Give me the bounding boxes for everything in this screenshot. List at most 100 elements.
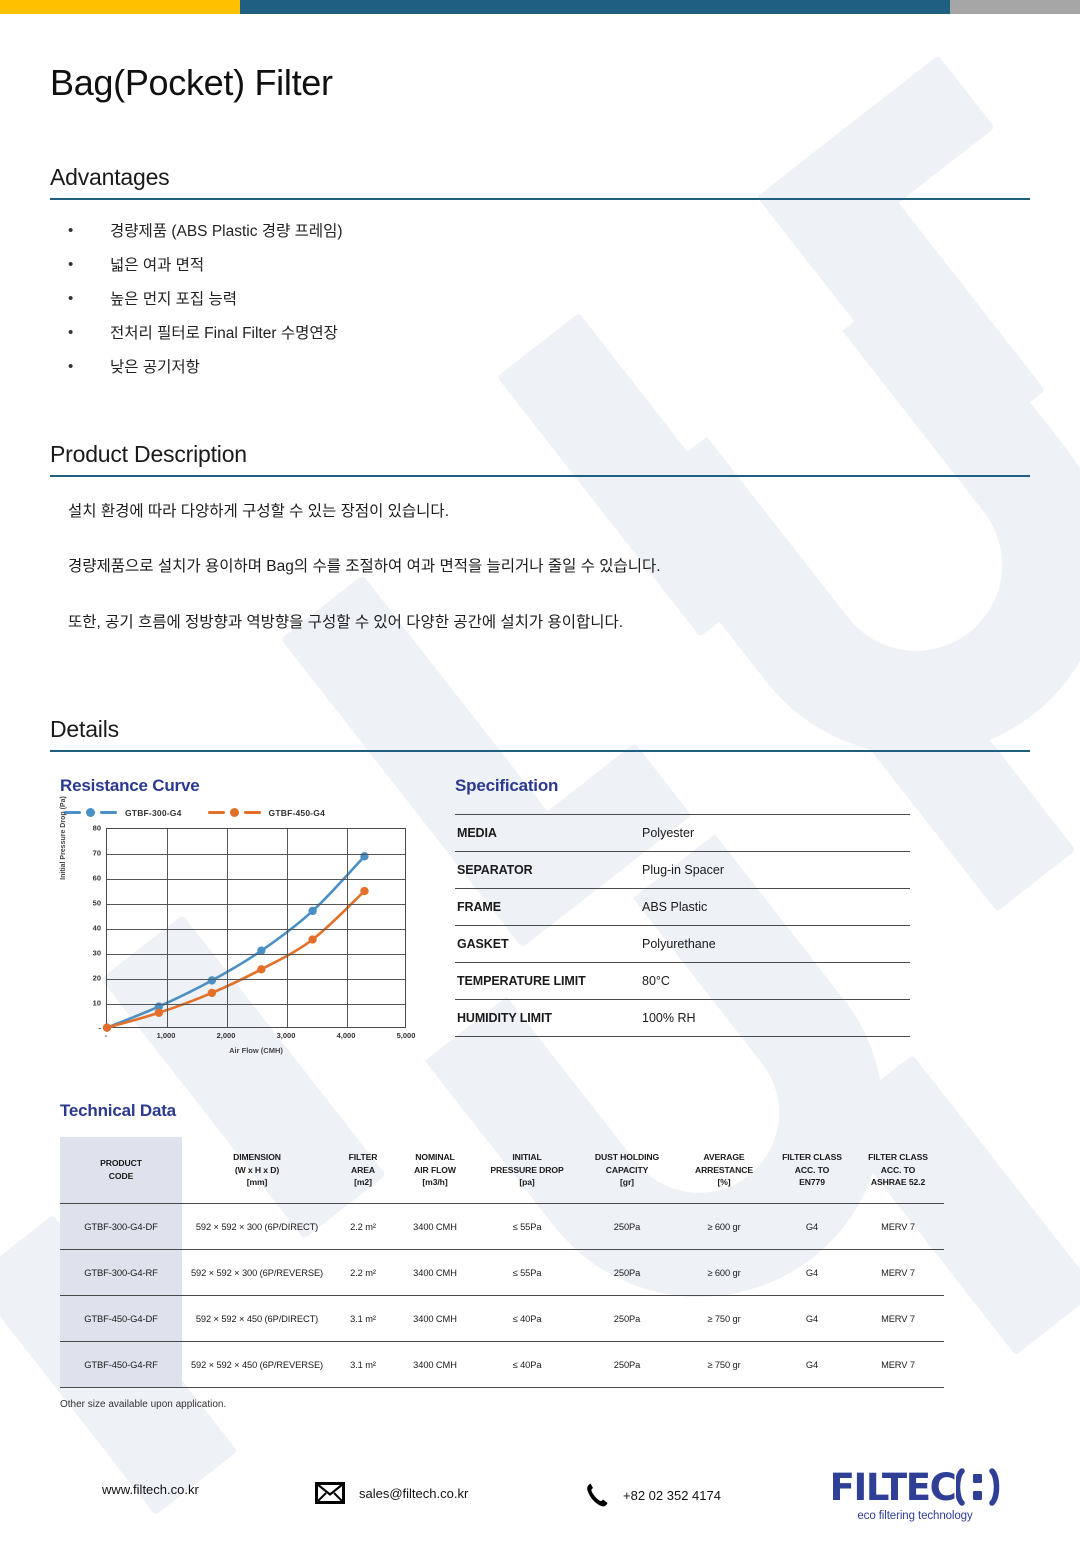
specification-title: Specification	[455, 775, 559, 795]
table-column-header: INITIAL PRESSURE DROP [pa]	[476, 1137, 578, 1204]
chart-series-line	[107, 856, 364, 1027]
table-cell: ≤ 40Pa	[512, 1359, 542, 1370]
chart-x-ticks: - 1,000 2,000 3,000 4,000 5,000	[105, 1030, 416, 1045]
table-header-row: PRODUCT CODE DIMENSION (W x H x D) [mm] FILTE…	[60, 1136, 944, 1204]
top-color-bar	[0, 0, 1080, 14]
spec-key: MEDIA	[457, 825, 497, 840]
footer-email-text: sales@filtech.co.kr	[359, 1485, 469, 1501]
spec-row: GASKET Polyurethane	[455, 925, 910, 962]
technical-data-table: PRODUCT CODE DIMENSION (W x H x D) [mm] FILTE…	[60, 1136, 944, 1389]
topbar-yellow-segment	[0, 0, 240, 14]
chart-x-tick-label: 4,000	[336, 1030, 356, 1040]
table-cell: ≤ 55Pa	[512, 1221, 542, 1232]
chart-y-tick-label: 30	[92, 948, 101, 958]
table-cell: ≥ 600 gr	[707, 1267, 741, 1278]
footer-phone[interactable]: +82 02 352 4174	[585, 1482, 721, 1508]
chart-y-ticks: - 10 20 30 40 50 60 70 80	[74, 823, 104, 1032]
logo-mark: FILTEC	[810, 1468, 1020, 1506]
spec-value: 100% RH	[642, 1010, 696, 1025]
page-footer: www.filtech.co.kr sales@filtech.co.kr +8…	[50, 1468, 1040, 1538]
table-column-header-line: AVERAGE	[703, 1151, 745, 1162]
table-column-header-line: [%]	[717, 1177, 731, 1188]
spec-row: SEPARATOR Plug-in Spacer	[455, 851, 910, 888]
footer-website-text: www.filtech.co.kr	[102, 1482, 199, 1497]
spec-row: TEMPERATURE LIMIT 80°C	[455, 962, 910, 999]
chart-area: Initial Pressure Drop (Pa) - 10 20 30 40 50 60…	[60, 796, 430, 1063]
advantage-item: 경량제품 (ABS Plastic 경량 프레임)	[68, 221, 1030, 243]
table-cell: 250Pa	[613, 1313, 641, 1324]
table-cell: G4	[805, 1267, 819, 1278]
table-column-header: FILTER CLASS ACC. TO EN779	[772, 1137, 852, 1204]
table-row: GTBF-300-G4-DF 592 × 592 × 300 (6P/DIRECT…	[60, 1203, 944, 1250]
table-cell: MERV 7	[881, 1313, 915, 1324]
table-column-header: FILTER AREA [m2]	[332, 1137, 394, 1204]
technical-data-note: Other size available upon application.	[60, 1399, 227, 1411]
chart-gridline-horizontal	[107, 978, 405, 980]
spec-key: TEMPERATURE LIMIT	[457, 973, 586, 988]
logo-wordmark: FILTEC	[829, 1465, 957, 1509]
spec-value: Plug-in Spacer	[642, 862, 724, 877]
chart-y-tick-label: 50	[92, 898, 101, 908]
table-cell: 3400 CMH	[413, 1267, 457, 1278]
chart-x-tick-label: 3,000	[276, 1030, 296, 1040]
technical-data-table-body: GTBF-300-G4-DF 592 × 592 × 300 (6P/DIRECT…	[60, 1203, 944, 1388]
table-column-header-line: DUST HOLDING	[594, 1151, 660, 1162]
advantage-item: 전처리 필터로 Final Filter 수명연장	[68, 323, 1030, 345]
table-column-header-line: ACC. TO	[880, 1164, 916, 1175]
table-cell: 250Pa	[613, 1359, 641, 1370]
section-heading-details: Details	[50, 716, 1030, 752]
footer-website[interactable]: www.filtech.co.kr	[102, 1482, 199, 1497]
table-column-header-line: ASHRAE 52.2	[870, 1177, 926, 1188]
table-cell: 3400 CMH	[413, 1221, 457, 1232]
chart-data-point	[308, 906, 317, 915]
table-column-header-line: AREA	[351, 1164, 375, 1175]
spec-value: ABS Plastic	[642, 899, 708, 914]
spec-value: Polyester	[642, 825, 695, 840]
table-cell: 3.1 m²	[350, 1313, 376, 1324]
chart-x-tick-label: 1,000	[156, 1030, 176, 1040]
advantage-item: 넓은 여과 면적	[68, 255, 1030, 277]
table-column-header-line: NOMINAL	[415, 1151, 455, 1162]
product-code-cell: GTBF-450-G4-DF	[60, 1295, 182, 1342]
chart-gridline-vertical	[287, 828, 288, 1027]
logo-h-symbol-icon	[956, 1468, 1000, 1506]
table-column-header-line: [m2]	[354, 1177, 372, 1188]
table-cell: 3.1 m²	[350, 1359, 376, 1370]
document-content: Bag(Pocket) Filter Advantages 경량제품 (ABS …	[0, 62, 1080, 1410]
chart-data-point	[154, 1008, 164, 1017]
resistance-curve-title: Resistance Curve	[60, 775, 200, 795]
description-paragraph: 경량제품으로 설치가 용이하며 Bag의 수를 조절하여 여과 면적을 늘리거나…	[68, 558, 661, 576]
specification-table: MEDIA Polyester SEPARATOR Plug-in Spacer FRA…	[455, 814, 910, 1037]
chart-x-tick-label: 5,000	[396, 1030, 416, 1040]
table-column-header-line: ACC. TO	[794, 1164, 830, 1175]
description-paragraph: 또한, 공기 흐름에 정방향과 역방향을 구성할 수 있어 다양한 공간에 설치…	[68, 613, 624, 631]
chart-gridline-vertical	[347, 828, 348, 1027]
table-column-header-line: FILTER CLASS	[868, 1151, 928, 1162]
chart-y-tick-label: 60	[92, 873, 101, 883]
section-heading-advantages: Advantages	[50, 164, 1030, 200]
table-column-header-line: PRESSURE DROP	[490, 1164, 564, 1175]
product-code-cell: GTBF-300-G4-RF	[60, 1249, 182, 1296]
chart-series-line	[107, 891, 364, 1028]
table-column-header: DIMENSION (W x H x D) [mm]	[182, 1137, 332, 1204]
phone-icon	[585, 1482, 609, 1508]
advantage-item: 낮은 공기저항	[68, 357, 1030, 379]
table-cell: G4	[805, 1359, 819, 1370]
chart-data-point	[360, 886, 369, 895]
footer-email[interactable]: sales@filtech.co.kr	[315, 1482, 468, 1504]
legend-line-icon	[243, 811, 261, 815]
chart-gridline-horizontal	[107, 1003, 405, 1005]
table-cell: 3400 CMH	[413, 1359, 457, 1370]
legend-line-icon	[100, 811, 117, 815]
product-description-body: 설치 환경에 따라 다양하게 구성할 수 있는 장점이 있습니다. 경량제품으로 …	[50, 501, 1030, 634]
spec-row: FRAME ABS Plastic	[455, 888, 910, 925]
spec-key: HUMIDITY LIMIT	[457, 1010, 552, 1025]
table-column-header-line: ARRESTANCE	[694, 1164, 754, 1175]
table-cell: 592 × 592 × 300 (6P/DIRECT)	[195, 1221, 319, 1232]
table-cell: ≤ 55Pa	[512, 1267, 542, 1278]
chart-data-point	[207, 988, 217, 997]
chart-data-point	[308, 935, 317, 944]
chart-plot-area	[102, 827, 406, 1032]
advantage-item: 높은 먼지 포집 능력	[68, 289, 1030, 311]
spec-row: MEDIA Polyester	[455, 814, 910, 851]
